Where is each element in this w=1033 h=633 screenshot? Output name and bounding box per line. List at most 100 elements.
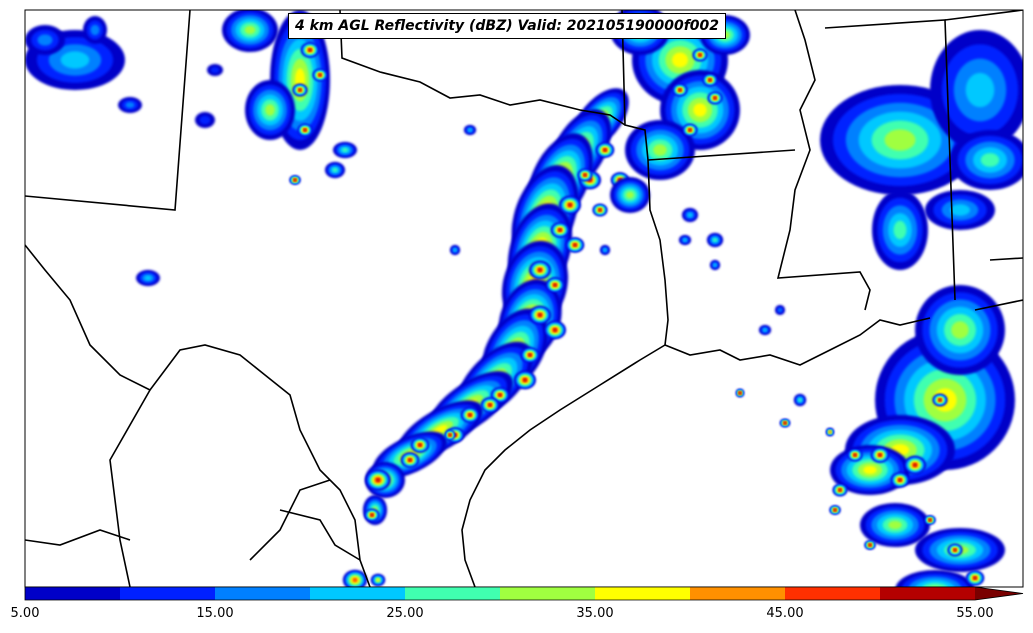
colorbar-tick-label: 25.00: [386, 606, 424, 621]
reflectivity-contour: [568, 203, 572, 207]
reflectivity-contour: [868, 543, 872, 547]
colorbar-tick-label: 45.00: [766, 606, 804, 621]
colorbar-segment: [690, 587, 786, 600]
reflectivity-contour: [244, 25, 256, 35]
reflectivity-contour: [303, 128, 307, 132]
reflectivity-contour: [144, 275, 152, 281]
reflectivity-contour: [688, 128, 692, 132]
reflectivity-contour: [125, 102, 135, 108]
reflectivity-contour: [488, 403, 492, 407]
colorbar-tick-label: 35.00: [576, 606, 614, 621]
reflectivity-contour: [558, 228, 562, 232]
reflectivity-contour: [922, 582, 948, 587]
reflectivity-contour: [468, 413, 472, 417]
reflectivity-contour: [332, 168, 338, 172]
reflectivity-contour: [853, 453, 857, 457]
reflectivity-contour: [863, 465, 877, 475]
reflectivity-contour: [583, 173, 587, 177]
colorbar-outline: [24, 586, 1024, 601]
reflectivity-contour: [878, 453, 882, 457]
reflectivity-contour: [453, 248, 457, 252]
colorbar-segment: [500, 587, 596, 600]
reflectivity-contour: [293, 178, 297, 182]
reflectivity-contour: [598, 208, 602, 212]
reflectivity-contour: [653, 144, 667, 156]
reflectivity-contour: [713, 238, 717, 242]
reflectivity-contour: [298, 88, 302, 92]
reflectivity-contour: [528, 353, 532, 357]
reflectivity-contour: [553, 283, 557, 287]
reflectivity-contour: [265, 104, 275, 116]
reflectivity-contour: [888, 520, 902, 530]
reflectivity-contour: [683, 238, 687, 242]
colorbar-tick-label: 55.00: [956, 606, 994, 621]
reflectivity-contour: [376, 578, 380, 582]
reflectivity-contour: [199, 115, 211, 125]
reflectivity-contour: [370, 513, 374, 517]
colorbar-segment: [215, 587, 311, 600]
reflectivity-contour: [376, 478, 380, 482]
reflectivity-contour: [913, 463, 917, 467]
reflectivity-contour: [950, 204, 970, 216]
reflectivity-contour: [898, 478, 902, 482]
colorbar-segment: [310, 587, 406, 600]
reflectivity-contour: [603, 248, 607, 252]
reflectivity-contour: [928, 518, 932, 522]
reflectivity-contour: [553, 328, 557, 332]
reflectivity-contour: [698, 53, 702, 57]
colorbar-segment: [25, 587, 121, 600]
reflectivity-contour: [37, 34, 53, 46]
reflectivity-contour: [408, 458, 412, 462]
colorbar-extend-arrow: [975, 587, 1023, 600]
reflectivity-contour: [603, 148, 607, 152]
reflectivity-contour: [763, 328, 767, 332]
reflectivity-contour: [60, 51, 90, 69]
colorbar: [24, 586, 1024, 601]
reflectivity-contour: [538, 313, 542, 317]
reflectivity-contour: [626, 191, 634, 199]
reflectivity-contour: [308, 48, 312, 52]
reflectivity-contour: [418, 443, 422, 447]
reflectivity-contour: [783, 421, 787, 425]
colorbar-tick-label: 5.00: [10, 606, 40, 621]
reflectivity-contour: [498, 393, 502, 397]
reflectivity-contour: [938, 398, 942, 402]
map-title: 4 km AGL Reflectivity (dBZ) Valid: 20210…: [288, 13, 727, 39]
colorbar-segment: [405, 587, 501, 600]
reflectivity-contour: [687, 213, 693, 217]
reflectivity-contour: [573, 243, 577, 247]
reflectivity-contour: [318, 73, 322, 77]
reflectivity-contour: [90, 24, 100, 36]
reflectivity-contour: [538, 268, 542, 272]
reflectivity-contour: [838, 488, 842, 492]
reflectivity-contour: [210, 66, 220, 74]
reflectivity-contour: [893, 220, 907, 240]
reflectivity-contour: [884, 129, 916, 151]
reflectivity-contour: [353, 578, 357, 582]
reflectivity-contour: [738, 391, 742, 395]
state-boundaries: [25, 10, 1023, 587]
reflectivity-contour: [828, 430, 832, 434]
reflectivity-contour: [965, 72, 995, 108]
reflectivity-contour: [708, 78, 712, 82]
reflectivity-contour: [693, 103, 707, 117]
reflectivity-contour: [980, 153, 1000, 167]
reflectivity-echoes: [25, 10, 1023, 587]
colorbar-segment: [120, 587, 216, 600]
reflectivity-contour: [468, 128, 472, 132]
reflectivity-contour: [342, 148, 348, 152]
reflectivity-contour: [798, 398, 802, 402]
reflectivity-contour: [833, 508, 837, 512]
colorbar-tick-label: 15.00: [196, 606, 234, 621]
reflectivity-contour: [448, 433, 452, 437]
reflectivity-contour: [953, 548, 957, 552]
reflectivity-contour: [713, 96, 717, 100]
reflectivity-contour: [951, 321, 969, 339]
reflectivity-contour: [523, 378, 527, 382]
colorbar-segment: [880, 587, 976, 600]
reflectivity-contour: [713, 263, 717, 267]
reflectivity-contour: [672, 52, 688, 68]
reflectivity-contour: [973, 576, 977, 580]
reflectivity-contour: [678, 88, 682, 92]
